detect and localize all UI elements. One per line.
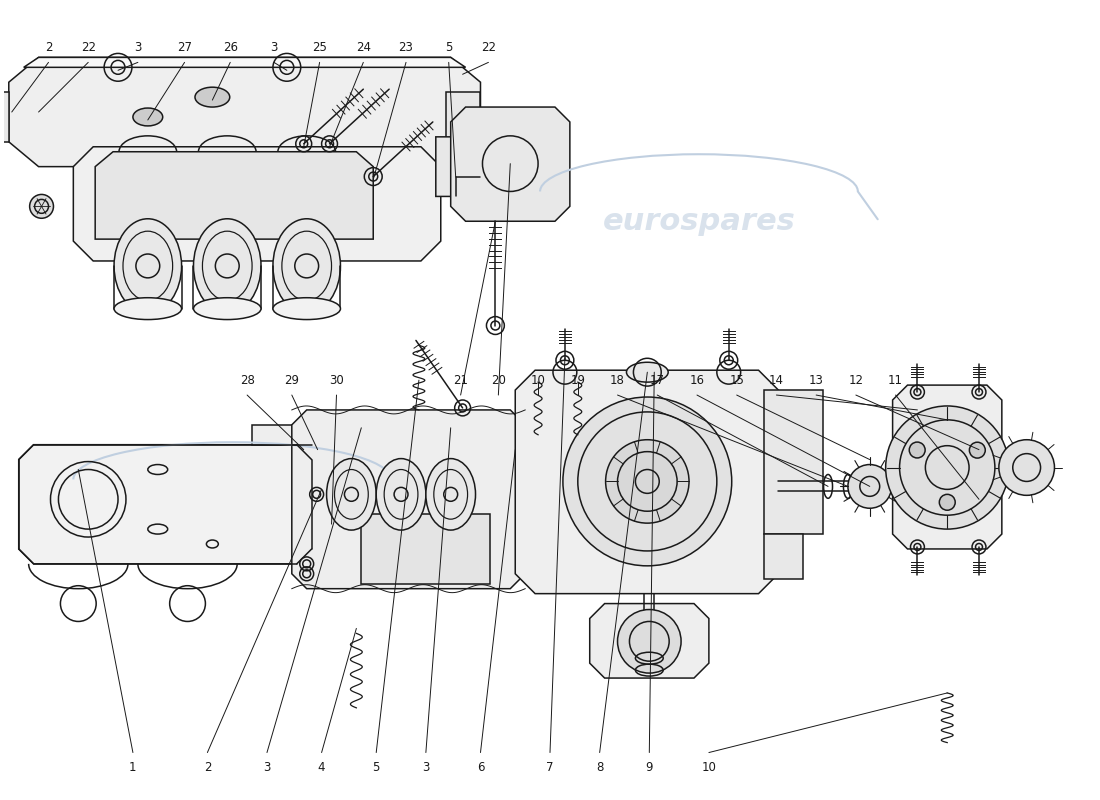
Text: 13: 13 [808,374,824,386]
Polygon shape [252,425,327,445]
Text: eurospares: eurospares [135,494,329,524]
Text: 5: 5 [373,761,380,774]
Circle shape [848,465,892,508]
Circle shape [563,397,732,566]
Text: 9: 9 [646,761,653,774]
Circle shape [606,440,689,523]
Polygon shape [892,385,1002,549]
Circle shape [30,194,54,218]
Text: eurospares: eurospares [603,206,795,236]
Polygon shape [9,58,481,166]
Text: 10: 10 [530,374,546,386]
Ellipse shape [426,458,475,530]
Polygon shape [0,92,9,142]
Text: 5: 5 [446,41,452,54]
Circle shape [886,406,1009,529]
Text: 1: 1 [129,761,136,774]
Ellipse shape [133,108,163,126]
Circle shape [910,442,925,458]
Text: 22: 22 [481,41,496,54]
Circle shape [999,440,1055,495]
Circle shape [969,442,986,458]
Polygon shape [515,370,779,594]
Text: 29: 29 [284,374,299,386]
Polygon shape [361,514,491,584]
Text: 3: 3 [422,761,430,774]
Text: 4: 4 [318,761,326,774]
Text: 15: 15 [729,374,744,386]
Text: 2: 2 [45,41,53,54]
Ellipse shape [273,218,341,313]
Text: 30: 30 [329,374,344,386]
Text: 6: 6 [476,761,484,774]
Polygon shape [96,152,373,239]
Text: 3: 3 [134,41,142,54]
Text: 7: 7 [547,761,553,774]
Text: 22: 22 [80,41,96,54]
Circle shape [939,494,955,510]
Text: 23: 23 [398,41,414,54]
Text: 21: 21 [453,374,469,386]
Text: 11: 11 [888,374,903,386]
Ellipse shape [327,458,376,530]
Polygon shape [763,534,803,578]
Ellipse shape [114,298,182,319]
Polygon shape [451,107,570,222]
Text: 19: 19 [570,374,585,386]
Polygon shape [292,410,525,589]
Text: 16: 16 [690,374,704,386]
Text: 10: 10 [702,761,716,774]
Text: 3: 3 [271,41,277,54]
Ellipse shape [194,218,261,313]
Ellipse shape [376,458,426,530]
Polygon shape [590,603,708,678]
Polygon shape [24,58,465,67]
Polygon shape [763,390,823,534]
Text: 24: 24 [355,41,371,54]
Ellipse shape [273,298,341,319]
Ellipse shape [194,298,261,319]
Polygon shape [446,92,501,142]
Polygon shape [19,445,311,564]
Circle shape [617,610,681,673]
Text: 25: 25 [312,41,327,54]
Text: 2: 2 [204,761,211,774]
Text: 8: 8 [596,761,603,774]
Text: 12: 12 [848,374,864,386]
Text: 27: 27 [177,41,192,54]
Ellipse shape [114,218,182,313]
Text: 18: 18 [610,374,625,386]
Text: 28: 28 [240,374,254,386]
Text: 3: 3 [263,761,271,774]
Polygon shape [436,137,481,197]
Polygon shape [74,146,441,261]
Ellipse shape [627,362,668,382]
Ellipse shape [195,87,230,107]
Text: 20: 20 [491,374,506,386]
Text: 14: 14 [769,374,784,386]
Text: 17: 17 [650,374,664,386]
Text: 26: 26 [222,41,238,54]
